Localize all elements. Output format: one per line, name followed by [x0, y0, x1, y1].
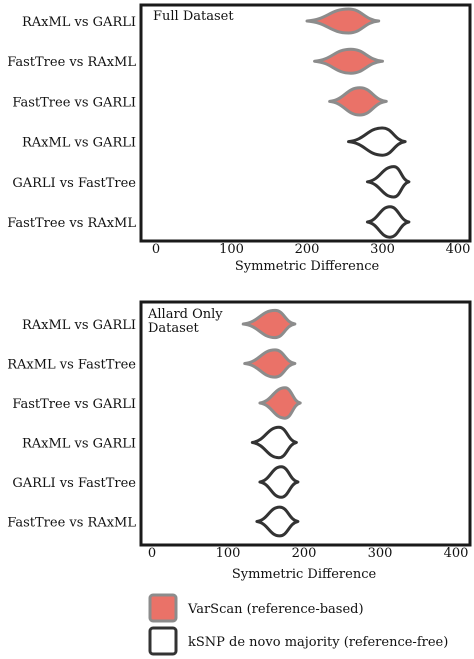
panel-title-line: Dataset: [148, 321, 200, 336]
category-label: RAxML vs FastTree: [7, 358, 136, 373]
category-label: FastTree vs RAxML: [7, 516, 136, 531]
x-axis-label: Symmetric Difference: [232, 567, 377, 582]
violin-ksnp-6: [365, 205, 411, 239]
legend-swatch-varscan: [148, 593, 178, 623]
panel-title: Allard Only Dataset: [147, 307, 223, 336]
violin-varscan-2: [243, 348, 297, 379]
category-label: RAxML vs GARLI: [22, 136, 136, 151]
legend-label: kSNP de novo majority (reference-free): [188, 635, 448, 650]
category-label: FastTree vs RAxML: [7, 55, 136, 70]
x-tick-label: 0: [148, 546, 156, 561]
x-tick-label: 0: [152, 242, 160, 257]
category-label: GARLI vs FastTree: [12, 176, 136, 191]
violin-varscan-1: [305, 7, 381, 35]
x-tick-label: 400: [444, 546, 469, 561]
x-tick-label: 200: [295, 242, 320, 257]
panel-title-line: Full Dataset: [153, 9, 234, 24]
violin-ksnp-6: [255, 505, 300, 538]
category-label: RAxML vs GARLI: [22, 15, 136, 30]
violin-varscan-2: [313, 47, 384, 75]
x-tick-label: 400: [446, 242, 471, 257]
category-label: RAxML vs GARLI: [22, 318, 136, 333]
category-label: FastTree vs RAxML: [7, 216, 136, 231]
x-tick-label: 100: [216, 546, 241, 561]
violin-varscan-1: [241, 308, 297, 340]
legend-label: VarScan (reference-based): [187, 602, 364, 617]
plot-frame: [139, 3, 472, 243]
legend-swatch-ksnp: [148, 626, 178, 656]
violin-panel-1: Full Dataset RAxML vs GARLI FastTree vs RA…: [7, 3, 472, 274]
violin-varscan-3: [328, 86, 388, 117]
category-label: FastTree vs GARLI: [12, 95, 136, 110]
category-label: RAxML vs GARLI: [22, 437, 136, 452]
x-tick-label: 300: [368, 546, 393, 561]
violin-varscan-3: [258, 386, 302, 420]
x-axis-label: Symmetric Difference: [235, 259, 380, 274]
violin-ksnp-5: [258, 465, 300, 499]
category-label: FastTree vs GARLI: [12, 397, 136, 412]
violin-ksnp-5: [365, 165, 411, 199]
panel-title: Full Dataset: [153, 9, 234, 24]
plot-frame: [139, 300, 472, 547]
category-label: GARLI vs FastTree: [12, 476, 136, 491]
panel-title-line: Allard Only: [147, 307, 223, 322]
x-tick-label: 200: [292, 546, 317, 561]
x-tick-label: 100: [219, 242, 244, 257]
legend: VarScan (reference-based) kSNP de novo ma…: [148, 593, 448, 656]
violin-ksnp-4: [250, 425, 298, 460]
x-tick-label: 300: [370, 242, 395, 257]
violin-ksnp-4: [347, 126, 407, 157]
violin-panel-2: Allard Only Dataset RAxML vs GARLI RAxML vs…: [7, 300, 472, 582]
